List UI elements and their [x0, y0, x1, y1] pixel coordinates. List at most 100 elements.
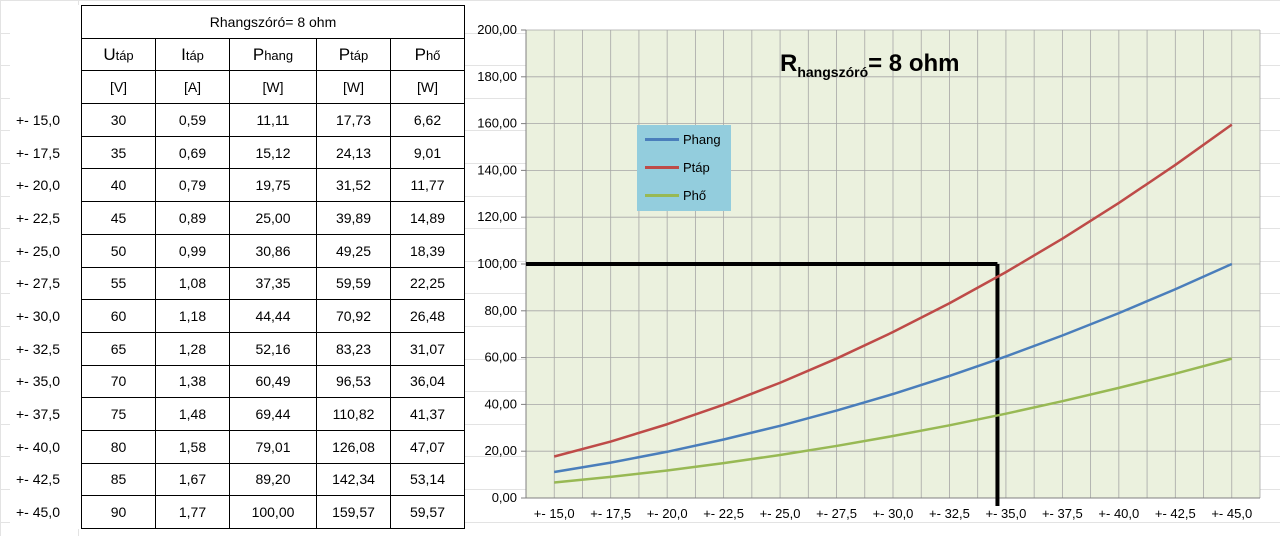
table-cell: 1,77 — [155, 495, 230, 529]
row-label: +- 22,5 — [16, 209, 60, 226]
table-cell: 59,59 — [316, 266, 391, 301]
table-cell: 49,25 — [316, 233, 391, 268]
unit-cell: [W] — [229, 70, 317, 105]
table-cell: 41,37 — [390, 397, 465, 431]
x-tick-label: +- 35,0 — [986, 506, 1027, 521]
table-row: +- 17,5 35 0,69 15,12 24,13 9,01 — [10, 135, 465, 170]
legend-swatch — [645, 193, 679, 197]
legend-label: Phang — [683, 131, 721, 147]
series-line-Ptáp — [553, 123, 1233, 458]
table-row: +- 32,5 65 1,28 52,16 83,23 31,07 — [10, 331, 465, 366]
table-cell: 30,86 — [229, 233, 317, 268]
table-cell: 31,52 — [316, 168, 391, 203]
table-cell: 15,12 — [229, 135, 317, 170]
table-cell: 75 — [81, 397, 156, 431]
table-cell: 90 — [81, 495, 156, 529]
x-tick-label: +- 42,5 — [1155, 506, 1196, 521]
row-label: +- 15,0 — [16, 111, 60, 128]
column-header: Phő — [390, 37, 465, 72]
column-header: Utáp — [81, 37, 156, 72]
row-label: +- 25,0 — [16, 242, 60, 259]
x-tick-label: +- 20,0 — [647, 506, 688, 521]
x-tick-label: +- 27,5 — [816, 506, 857, 521]
x-tick-label: +- 40,0 — [1098, 506, 1139, 521]
y-tick-label: 80,00 — [484, 303, 517, 318]
x-tick-label: +- 37,5 — [1042, 506, 1083, 521]
table-cell: 47,07 — [390, 429, 465, 464]
table-row: +- 20,0 40 0,79 19,75 31,52 11,77 — [10, 168, 465, 203]
series-line-Phang — [554, 262, 1233, 474]
table-cell: 0,99 — [155, 233, 230, 268]
table-row: +- 22,5 45 0,89 25,00 39,89 14,89 — [10, 201, 465, 235]
table-cell: 0,59 — [155, 103, 230, 137]
table-cell: 1,58 — [155, 429, 230, 464]
unit-cell: [W] — [390, 70, 465, 105]
y-tick-label: 180,00 — [477, 69, 517, 84]
table-cell: 11,77 — [390, 168, 465, 203]
table-cell: 1,18 — [155, 299, 230, 333]
table-row: +- 30,0 60 1,18 44,44 70,92 26,48 — [10, 299, 465, 333]
chart-legend: Phang Ptáp Phő — [637, 125, 731, 211]
table-cell: 89,20 — [229, 462, 317, 497]
chart-title-sub: hangszóró — [797, 64, 869, 80]
table-cell: 17,73 — [316, 103, 391, 137]
header-subscript: hang — [264, 47, 294, 63]
table-row: +- 27,5 55 1,08 37,35 59,59 22,25 — [10, 266, 465, 301]
header-subscript: táp — [185, 47, 204, 63]
table-row: +- 15,0 30 0,59 11,11 17,73 6,62 — [10, 103, 465, 137]
header-subscript: táp — [115, 47, 134, 63]
header-symbol: I — [181, 44, 186, 64]
legend-item: Phő — [645, 186, 706, 204]
table-cell: 1,48 — [155, 397, 230, 431]
y-tick-label: 140,00 — [477, 162, 517, 177]
table-cell: 69,44 — [229, 397, 317, 431]
table-cell: 60,49 — [229, 364, 317, 399]
table-row: +- 45,0 90 1,77 100,00 159,57 59,57 — [10, 495, 465, 529]
y-tick-label: 100,00 — [477, 256, 517, 271]
legend-item: Phang — [645, 130, 721, 148]
row-label: +- 20,0 — [16, 177, 60, 194]
y-tick-label: 40,00 — [484, 396, 517, 411]
x-tick-label: +- 45,0 — [1211, 506, 1252, 521]
table-cell: 45 — [81, 201, 156, 235]
table-cell: 19,75 — [229, 168, 317, 203]
legend-item: Ptáp — [645, 158, 710, 176]
table-cell: 85 — [81, 462, 156, 497]
table-cell: 65 — [81, 331, 156, 366]
y-tick-label: 20,00 — [484, 443, 517, 458]
table-cell: 80 — [81, 429, 156, 464]
x-tick-label: +- 17,5 — [590, 506, 631, 521]
table-cell: 40 — [81, 168, 156, 203]
table-cell: 70 — [81, 364, 156, 399]
header-subscript: táp — [350, 47, 369, 63]
x-tick-label: +- 22,5 — [703, 506, 744, 521]
row-label: +- 27,5 — [16, 275, 60, 292]
table-cell: 39,89 — [316, 201, 391, 235]
y-tick-label: 160,00 — [477, 116, 517, 131]
table-cell: 36,04 — [390, 364, 465, 399]
row-label: +- 17,5 — [16, 144, 60, 161]
row-label: +- 35,0 — [16, 373, 60, 390]
table-title: Rhangszóró= 8 ohm — [81, 5, 465, 39]
series-line-Phő — [554, 357, 1233, 484]
table-cell: 59,57 — [390, 495, 465, 529]
table-cell: 1,38 — [155, 364, 230, 399]
table-cell: 126,08 — [316, 429, 391, 464]
table-cell: 96,53 — [316, 364, 391, 399]
y-tick-label: 60,00 — [484, 350, 517, 365]
y-tick-label: 200,00 — [477, 22, 517, 37]
table-row: +- 42,5 85 1,67 89,20 142,34 53,14 — [10, 462, 465, 497]
table-cell: 18,39 — [390, 233, 465, 268]
table-row: +- 37,5 75 1,48 69,44 110,82 41,37 — [10, 397, 465, 431]
table-cell: 110,82 — [316, 397, 391, 431]
row-label: +- 32,5 — [16, 340, 60, 357]
table-cell: 11,11 — [229, 103, 317, 137]
table-cell: 22,25 — [390, 266, 465, 301]
table-cell: 50 — [81, 233, 156, 268]
row-label: +- 45,0 — [16, 504, 60, 521]
chart-title: Rhangszóró= 8 ohm — [780, 50, 959, 80]
x-tick-label: +- 30,0 — [873, 506, 914, 521]
table-cell: 44,44 — [229, 299, 317, 333]
unit-cell: [W] — [316, 70, 391, 105]
legend-swatch — [645, 165, 679, 169]
